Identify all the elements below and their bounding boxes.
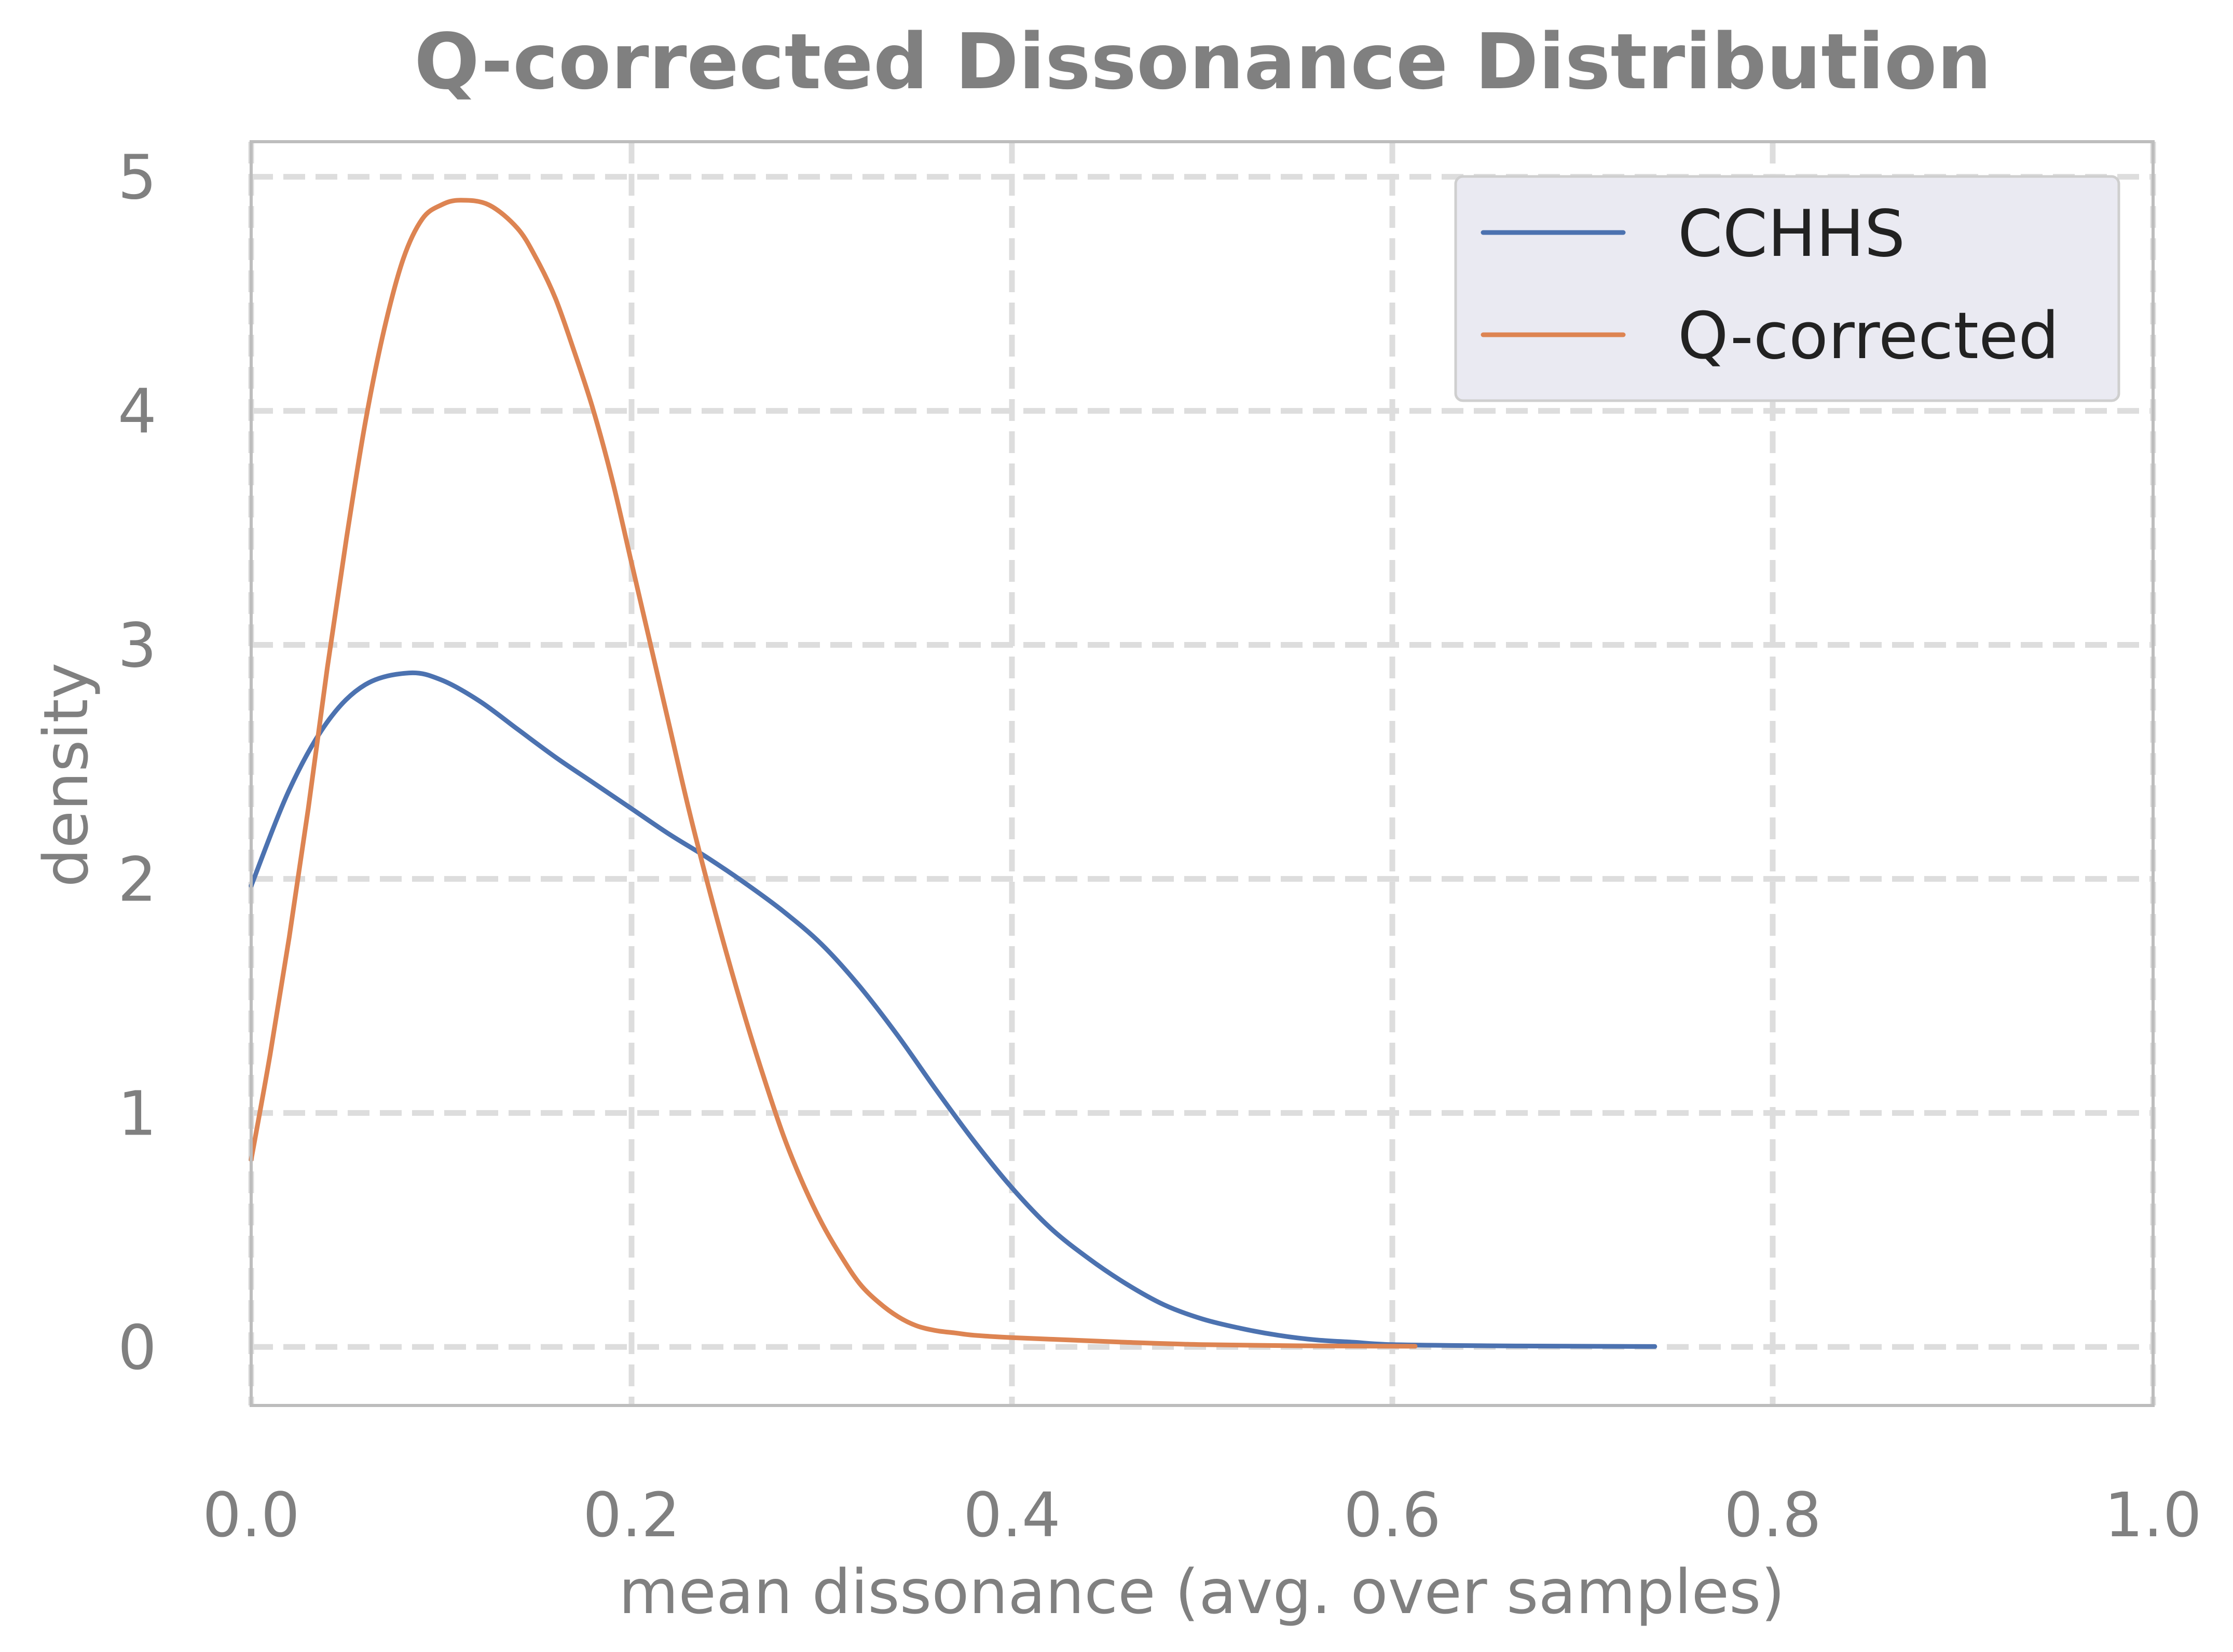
y-tick-label: 0 — [118, 1312, 157, 1383]
x-tick-label: 0.0 — [202, 1479, 300, 1551]
y-tick-label: 2 — [118, 843, 157, 915]
x-tick-label: 1.0 — [2104, 1479, 2202, 1551]
x-tick-label: 0.8 — [1724, 1479, 1821, 1551]
x-tick-label: 0.4 — [963, 1479, 1061, 1551]
series-line-cchhs — [249, 670, 1657, 1349]
chart-title: Q-corrected Dissonance Distribution — [414, 17, 1992, 106]
y-axis-label: density — [30, 663, 102, 888]
y-tick-labels: 0 1 2 3 4 5 — [118, 142, 157, 1384]
series-line-q-corrected — [249, 198, 1418, 1349]
legend-label-cchhs: CCHHS — [1678, 197, 1905, 271]
y-tick-label: 1 — [118, 1077, 157, 1149]
plot-frame — [250, 140, 2155, 1407]
y-tick-label: 4 — [118, 376, 157, 447]
series-lines — [249, 198, 1657, 1349]
x-tick-label: 0.2 — [583, 1479, 680, 1551]
legend-label-q-corrected: Q-corrected — [1678, 299, 2059, 374]
x-tick-label: 0.6 — [1344, 1479, 1441, 1551]
x-axis-label: mean dissonance (avg. over samples) — [619, 1556, 1785, 1628]
y-tick-label: 5 — [118, 142, 157, 213]
x-tick-labels: 0.0 0.2 0.4 0.6 0.8 1.0 — [202, 1479, 2202, 1551]
y-tick-label: 3 — [118, 609, 157, 681]
legend: CCHHS Q-corrected — [1454, 175, 2120, 402]
